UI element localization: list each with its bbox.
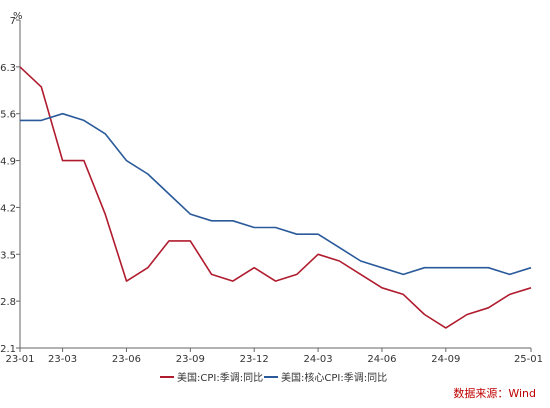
x-tick-label: 23-06 bbox=[112, 354, 141, 365]
y-axis-ticks: 2.1 2.8 3.5 4.2 4.9 5.6 6.3 7 bbox=[0, 16, 20, 355]
y-tick-label: 6.3 bbox=[0, 63, 16, 74]
series-line-cpi bbox=[19, 66, 532, 329]
x-tick-label: 23-01 bbox=[5, 354, 34, 365]
y-tick-label: 4.2 bbox=[0, 203, 16, 214]
x-tick-label: 23-12 bbox=[240, 354, 269, 365]
x-tick-label: 23-03 bbox=[48, 354, 77, 365]
x-tick-label: 24-06 bbox=[367, 354, 396, 365]
series-line-core-cpi bbox=[20, 112, 532, 276]
y-tick-label: 4.9 bbox=[0, 157, 16, 168]
y-tick-label: 5.6 bbox=[0, 110, 16, 121]
y-tick-label: 7 bbox=[10, 16, 16, 27]
x-tick-label: 24-09 bbox=[431, 354, 460, 365]
x-tick-label: 24-03 bbox=[304, 354, 333, 365]
y-tick-label: 3.5 bbox=[0, 250, 16, 261]
x-tick-label: 25-01 bbox=[514, 354, 543, 365]
y-tick-label: 2.1 bbox=[0, 344, 16, 355]
y-tick-label: 2.8 bbox=[0, 297, 16, 308]
data-source-label: 数据来源：Wind bbox=[453, 386, 536, 400]
legend-label-cpi: 美国:CPI:季调:同比 bbox=[177, 371, 263, 384]
x-axis-ticks: 23-01 23-03 23-06 23-09 23-12 24-03 24-06 24-09… bbox=[5, 348, 543, 365]
x-tick-label: 23-09 bbox=[176, 354, 205, 365]
series-lines bbox=[19, 66, 532, 329]
y-axis-unit-label: % bbox=[13, 11, 23, 22]
legend: 美国:CPI:季调:同比 美国:核心CPI:季调:同比 bbox=[160, 371, 387, 384]
legend-label-core-cpi: 美国:核心CPI:季调:同比 bbox=[281, 371, 387, 384]
axes bbox=[19, 20, 531, 349]
